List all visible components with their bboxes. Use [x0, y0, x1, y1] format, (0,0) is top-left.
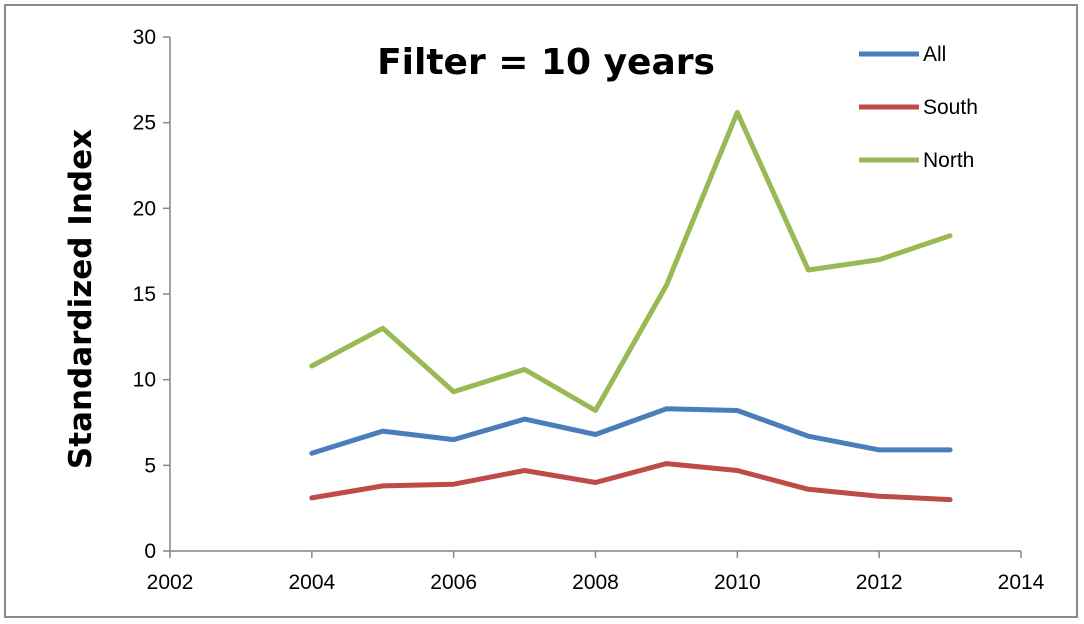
- y-axis-title: Standardized Index: [63, 129, 99, 469]
- y-tick-label: 0: [144, 540, 156, 563]
- x-tick-label: 2002: [147, 571, 194, 594]
- axes: 0 5 10 15 20 25 30 2002 2004 2006 2008 2010 2012 2014: [133, 26, 1045, 594]
- legend-label-north: North: [923, 149, 974, 172]
- line-chart: 0 5 10 15 20 25 30 2002 2004 2006 2008 2010 2012 2014…: [63, 26, 1045, 594]
- series-line-south: [309, 461, 953, 503]
- y-tick-label: 25: [133, 112, 156, 135]
- x-tick-label: 2004: [288, 571, 335, 594]
- legend-label-south: South: [923, 96, 978, 119]
- y-tick-label: 15: [133, 283, 156, 306]
- chart-title: Filter = 10 years: [377, 42, 715, 83]
- legend-label-all: All: [923, 43, 946, 66]
- x-tick-label: 2012: [856, 571, 903, 594]
- x-tick-label: 2006: [430, 571, 477, 594]
- series-line-north: [309, 109, 953, 413]
- series-line-all: [309, 406, 953, 456]
- y-tick-label: 10: [133, 369, 156, 392]
- legend: All South North: [859, 43, 978, 172]
- y-tick-label: 30: [133, 26, 156, 49]
- x-tick-label: 2014: [998, 571, 1045, 594]
- x-tick-label: 2008: [572, 571, 619, 594]
- y-tick-label: 5: [144, 454, 156, 477]
- x-tick-label: 2010: [714, 571, 761, 594]
- series-lines: [309, 109, 953, 503]
- chart-frame: 0 5 10 15 20 25 30 2002 2004 2006 2008 2010 2012 2014…: [4, 4, 1078, 618]
- y-tick-label: 20: [133, 197, 156, 220]
